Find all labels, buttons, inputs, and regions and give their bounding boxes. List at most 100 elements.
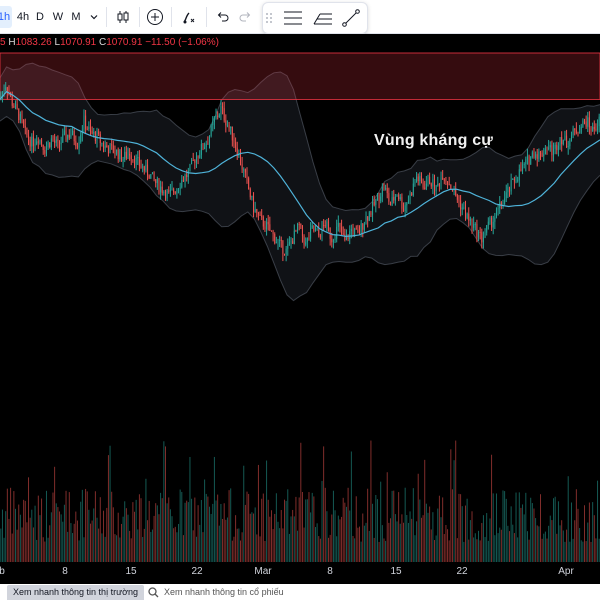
volume-bar	[328, 537, 330, 562]
candle-body	[515, 181, 517, 183]
stock-overview-tab[interactable]: Xem nhanh thông tin cổ phiếu	[142, 585, 290, 600]
volume-bar	[584, 505, 585, 562]
candle-body	[290, 241, 292, 243]
volume-bar	[310, 512, 312, 562]
candle-body	[13, 105, 15, 108]
candle-body	[241, 164, 243, 170]
candle-body	[270, 230, 272, 232]
volume-bar	[150, 531, 152, 562]
candle-body	[492, 221, 494, 228]
candle-body	[147, 164, 149, 176]
volume-bar	[155, 503, 157, 562]
candle-body	[125, 151, 127, 159]
candle-body	[468, 213, 470, 221]
time-axis[interactable]: b 8 15 22 Mar 8 15 22 Apr	[0, 562, 600, 584]
volume-bar	[147, 520, 149, 562]
candle-body	[228, 125, 230, 129]
candle-body	[174, 192, 176, 194]
volume-bar	[391, 490, 393, 562]
volume-bar	[575, 489, 577, 562]
candle-body	[336, 226, 338, 239]
volume-bar	[44, 541, 46, 562]
volume-bar	[62, 521, 64, 562]
volume-bar	[321, 480, 323, 562]
drag-handle-icon[interactable]	[263, 6, 275, 30]
add-indicator-icon[interactable]	[143, 5, 167, 29]
volume-bar	[478, 530, 480, 562]
trend-line-icon[interactable]	[339, 6, 363, 30]
volume-bar	[341, 516, 343, 562]
candlestick-icon[interactable]	[111, 5, 135, 29]
volume-bar	[443, 534, 445, 562]
candle-body	[575, 129, 577, 134]
candle-body	[595, 129, 597, 131]
volume-bar	[422, 515, 424, 562]
candle-body	[401, 197, 403, 209]
candle-body	[117, 149, 119, 160]
volume-bar	[104, 536, 106, 562]
volume-bar	[390, 518, 391, 562]
undo-icon[interactable]	[211, 5, 235, 29]
candle-body	[41, 139, 43, 145]
volume-bar	[251, 512, 253, 562]
candle-body	[523, 164, 525, 166]
candle-body	[275, 242, 277, 244]
price-chart[interactable]	[0, 33, 600, 562]
candle-body	[256, 209, 258, 213]
volume-bar	[261, 498, 263, 562]
volume-bar	[440, 517, 442, 562]
candle-body	[437, 183, 439, 186]
volume-bar	[29, 517, 31, 562]
horizontal-lines-icon[interactable]	[281, 6, 305, 30]
candle-body	[588, 117, 590, 128]
volume-bar	[324, 487, 326, 562]
x-tick-label: 22	[191, 566, 203, 577]
candle-body	[165, 192, 166, 199]
timeframe-d-button[interactable]: D	[36, 11, 44, 23]
volume-bar	[499, 527, 501, 562]
resistance-zone-label: Vùng kháng cự	[374, 132, 494, 149]
candle-body	[155, 179, 157, 184]
volume-bar	[220, 503, 222, 562]
candle-body	[355, 228, 357, 230]
candle-body	[301, 225, 303, 237]
x-tick-label: 8	[62, 566, 68, 577]
volume-bar	[381, 525, 383, 562]
candle-body	[370, 212, 372, 215]
candle-body	[129, 154, 131, 156]
volume-bar	[109, 445, 111, 562]
volume-bar	[78, 540, 80, 562]
volume-bar	[173, 528, 175, 562]
candle-body	[277, 240, 279, 243]
volume-bar	[207, 496, 209, 562]
volume-bar	[101, 533, 103, 562]
volume-bar	[474, 533, 476, 562]
candle-body	[592, 126, 594, 131]
candle-body	[531, 152, 533, 158]
candle-body	[409, 193, 411, 201]
candle-body	[295, 230, 297, 232]
chevron-down-icon[interactable]	[82, 5, 106, 29]
candle-body	[145, 164, 147, 171]
volume-bar	[368, 530, 370, 562]
volume-bar	[393, 490, 395, 562]
market-overview-tab[interactable]: Xem nhanh thông tin thị trường	[7, 585, 145, 600]
volume-bar	[112, 507, 114, 562]
candle-body	[337, 222, 339, 227]
candle-body	[590, 127, 592, 131]
volume-bar	[528, 539, 530, 562]
timeframe-4h-button[interactable]: 4h	[16, 11, 30, 23]
timeframe-w-button[interactable]: W	[52, 11, 64, 23]
alert-icon[interactable]	[176, 5, 200, 29]
timeframe-m-button[interactable]: M	[71, 11, 81, 23]
fib-tool-icon[interactable]	[311, 6, 335, 30]
timeframe-1h-button[interactable]: 1h	[0, 6, 12, 28]
candle-body	[59, 140, 60, 145]
volume-bar	[471, 511, 473, 562]
redo-icon[interactable]	[233, 5, 257, 29]
volume-bar	[479, 540, 481, 562]
candle-body	[112, 145, 114, 153]
ohlc-legend: 5 H1083.26 L1070.91 C1070.91 −11.50 (−1.…	[0, 37, 219, 51]
volume-bar	[460, 494, 462, 562]
candle-body	[584, 120, 585, 122]
